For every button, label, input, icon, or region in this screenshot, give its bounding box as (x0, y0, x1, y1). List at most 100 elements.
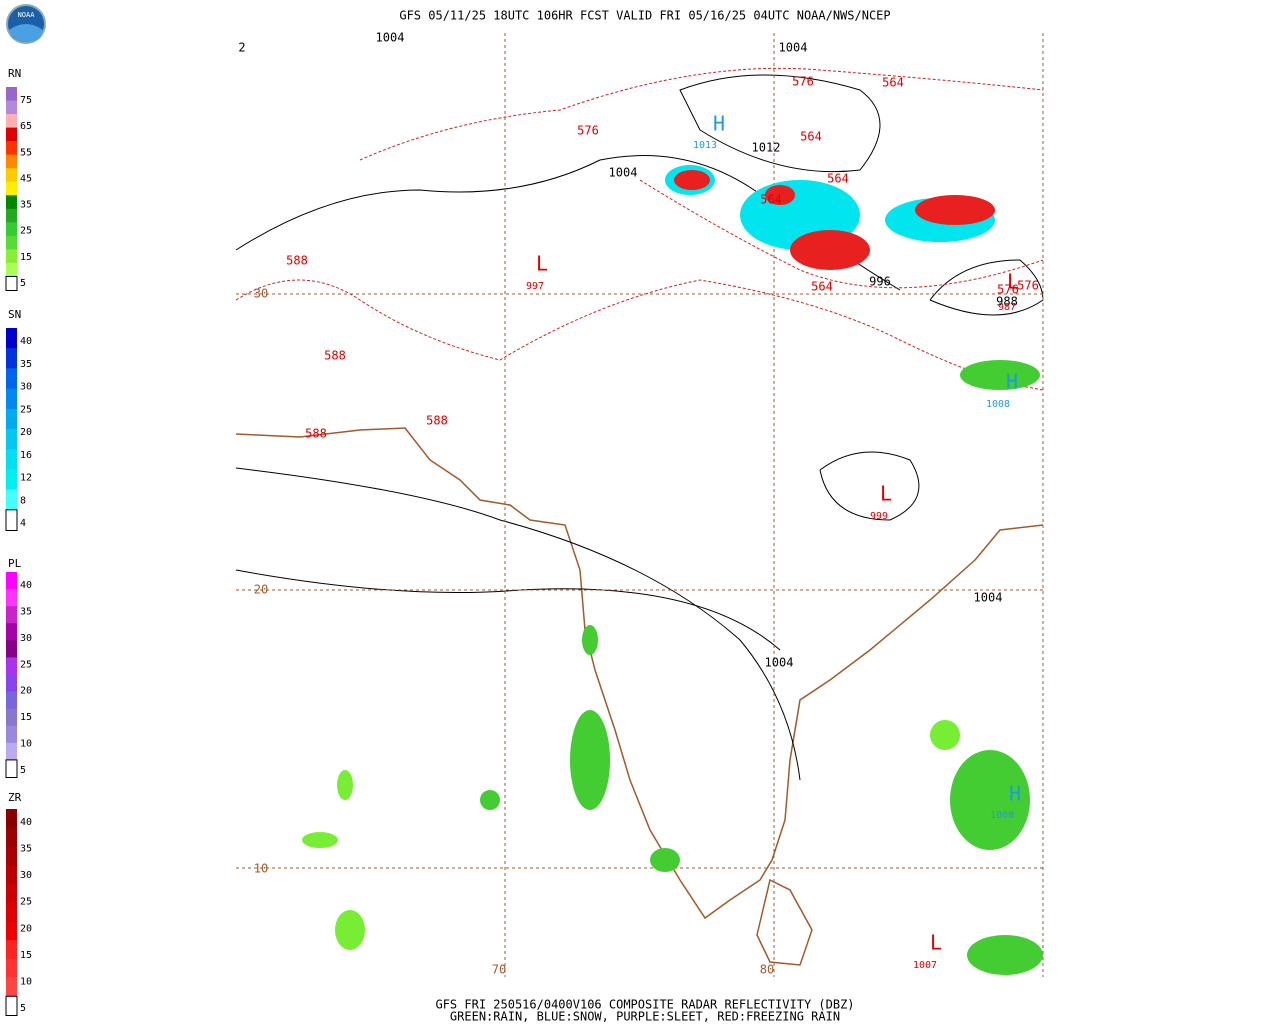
coastlines (235, 427, 1044, 966)
legend-swatch (6, 388, 17, 410)
legend-tick-label: 45 (20, 173, 32, 184)
isobar (819, 451, 920, 521)
isobar-label: 2 (238, 41, 245, 55)
legend-swatch (6, 725, 17, 744)
height-label: 588 (426, 414, 448, 428)
height-label: 564 (760, 193, 782, 207)
map: 1004 1004 1012 1004 996 988 1004 1004 2 576 564 576… (235, 31, 1044, 977)
legend-swatch (5, 759, 18, 779)
legend-swatch (6, 691, 17, 710)
legend-tick-label: 12 (20, 473, 32, 484)
legend-tick-label: 20 (20, 427, 32, 438)
legend-tick-label: 10 (20, 976, 32, 987)
legend-name: SN (8, 308, 21, 321)
isobar-label: 988 (996, 295, 1018, 309)
legend-tick-label: 65 (20, 121, 32, 132)
isobar-label: 996 (869, 275, 891, 289)
legend-tick-label: 35 (20, 200, 32, 211)
legend-tick-label: 8 (20, 495, 26, 506)
noaa-logo: NOAA (6, 4, 46, 44)
legend-tick-label: 35 (20, 359, 32, 370)
legend-swatch (6, 328, 17, 349)
legend-name: ZR (8, 791, 22, 804)
legend-tick-label: 5 (20, 278, 26, 289)
rain-area (570, 710, 610, 810)
freezing-rain-area (915, 195, 995, 225)
height-label: 588 (286, 254, 308, 268)
legend-swatch (6, 168, 17, 183)
legend-swatch (6, 865, 17, 885)
legend-tick-label: 10 (20, 739, 32, 750)
graticule-label: 80 (760, 963, 774, 977)
legend-swatch (6, 208, 17, 223)
legend-tick-label: 5 (20, 765, 26, 776)
pressure-center-symbol: H (1006, 370, 1018, 394)
legend-swatch (6, 249, 17, 264)
legend-swatch (6, 572, 17, 590)
legend-swatch (6, 489, 17, 511)
legend-swatch (6, 921, 17, 941)
legend-swatch (6, 262, 17, 277)
legend-swatch (6, 606, 17, 624)
legend-swatch (6, 235, 17, 250)
legend-tick-label: 30 (20, 870, 32, 881)
legend-swatch (6, 195, 17, 210)
legend-swatch (6, 348, 17, 369)
isobar-label: 1004 (974, 591, 1003, 605)
precipitation (302, 165, 1043, 975)
legend-swatch (6, 408, 17, 430)
pressure-center-symbol: H (1009, 782, 1021, 806)
height-contour (639, 179, 1044, 289)
legend-tick-label: 40 (20, 336, 32, 347)
legend-swatch (6, 429, 17, 450)
footer-line2: GREEN:RAIN, BLUE:SNOW, PURPLE:SLEET, RED… (450, 1010, 840, 1024)
graticule-label: 30 (254, 287, 268, 301)
isobar-label: 1004 (376, 31, 405, 45)
rain-area (650, 848, 680, 872)
pressure-center-value: 1007 (913, 960, 937, 971)
legend-tick-label: 35 (20, 606, 32, 617)
rain-area (950, 750, 1030, 850)
height-label: 588 (305, 427, 327, 441)
legend-swatch (6, 141, 17, 156)
rain-area (302, 832, 338, 848)
legend-swatch (6, 640, 17, 658)
isobar-label: 1004 (779, 41, 808, 55)
rain-area (335, 910, 365, 950)
rain-area (480, 790, 500, 810)
height-contours (235, 67, 1044, 391)
isobar-label: 1004 (609, 166, 638, 180)
legend-tick-label: 20 (20, 923, 32, 934)
isobar-label: 1012 (752, 141, 781, 155)
legend-tick-label: 30 (20, 633, 32, 644)
legend-tick-label: 25 (20, 404, 32, 415)
isobar (235, 467, 801, 781)
graticule-label: 70 (492, 963, 506, 977)
height-label: 588 (324, 349, 346, 363)
legend-swatch (6, 940, 17, 960)
legend-swatch (6, 589, 17, 607)
legend-swatch (6, 846, 17, 866)
rain-area (582, 625, 598, 655)
legend-swatch (6, 827, 17, 847)
height-contour (359, 67, 1044, 161)
legend-swatch (5, 275, 18, 292)
legend-swatch (6, 87, 17, 102)
legend-tick-label: 15 (20, 950, 32, 961)
legend-swatch (6, 222, 17, 237)
isobar-label: 1004 (765, 656, 794, 670)
legend-swatch (6, 657, 17, 675)
legend-swatch (6, 100, 17, 115)
pressure-center-symbol: L (1007, 270, 1019, 294)
legend-swatch (6, 181, 17, 196)
height-label: 564 (800, 130, 822, 144)
pressure-center-value: 987 (998, 302, 1016, 313)
footer-line1: GFS FRI 250516/0400V106 COMPOSITE RADAR … (435, 998, 854, 1012)
freezing-rain-area (765, 185, 795, 205)
legend-tick-label: 16 (20, 450, 32, 461)
legend-tick-label: 4 (20, 518, 26, 529)
legend-tick-label: 40 (20, 580, 32, 591)
legend-tick-label: 25 (20, 897, 32, 908)
legend-tick-label: 75 (20, 95, 32, 106)
